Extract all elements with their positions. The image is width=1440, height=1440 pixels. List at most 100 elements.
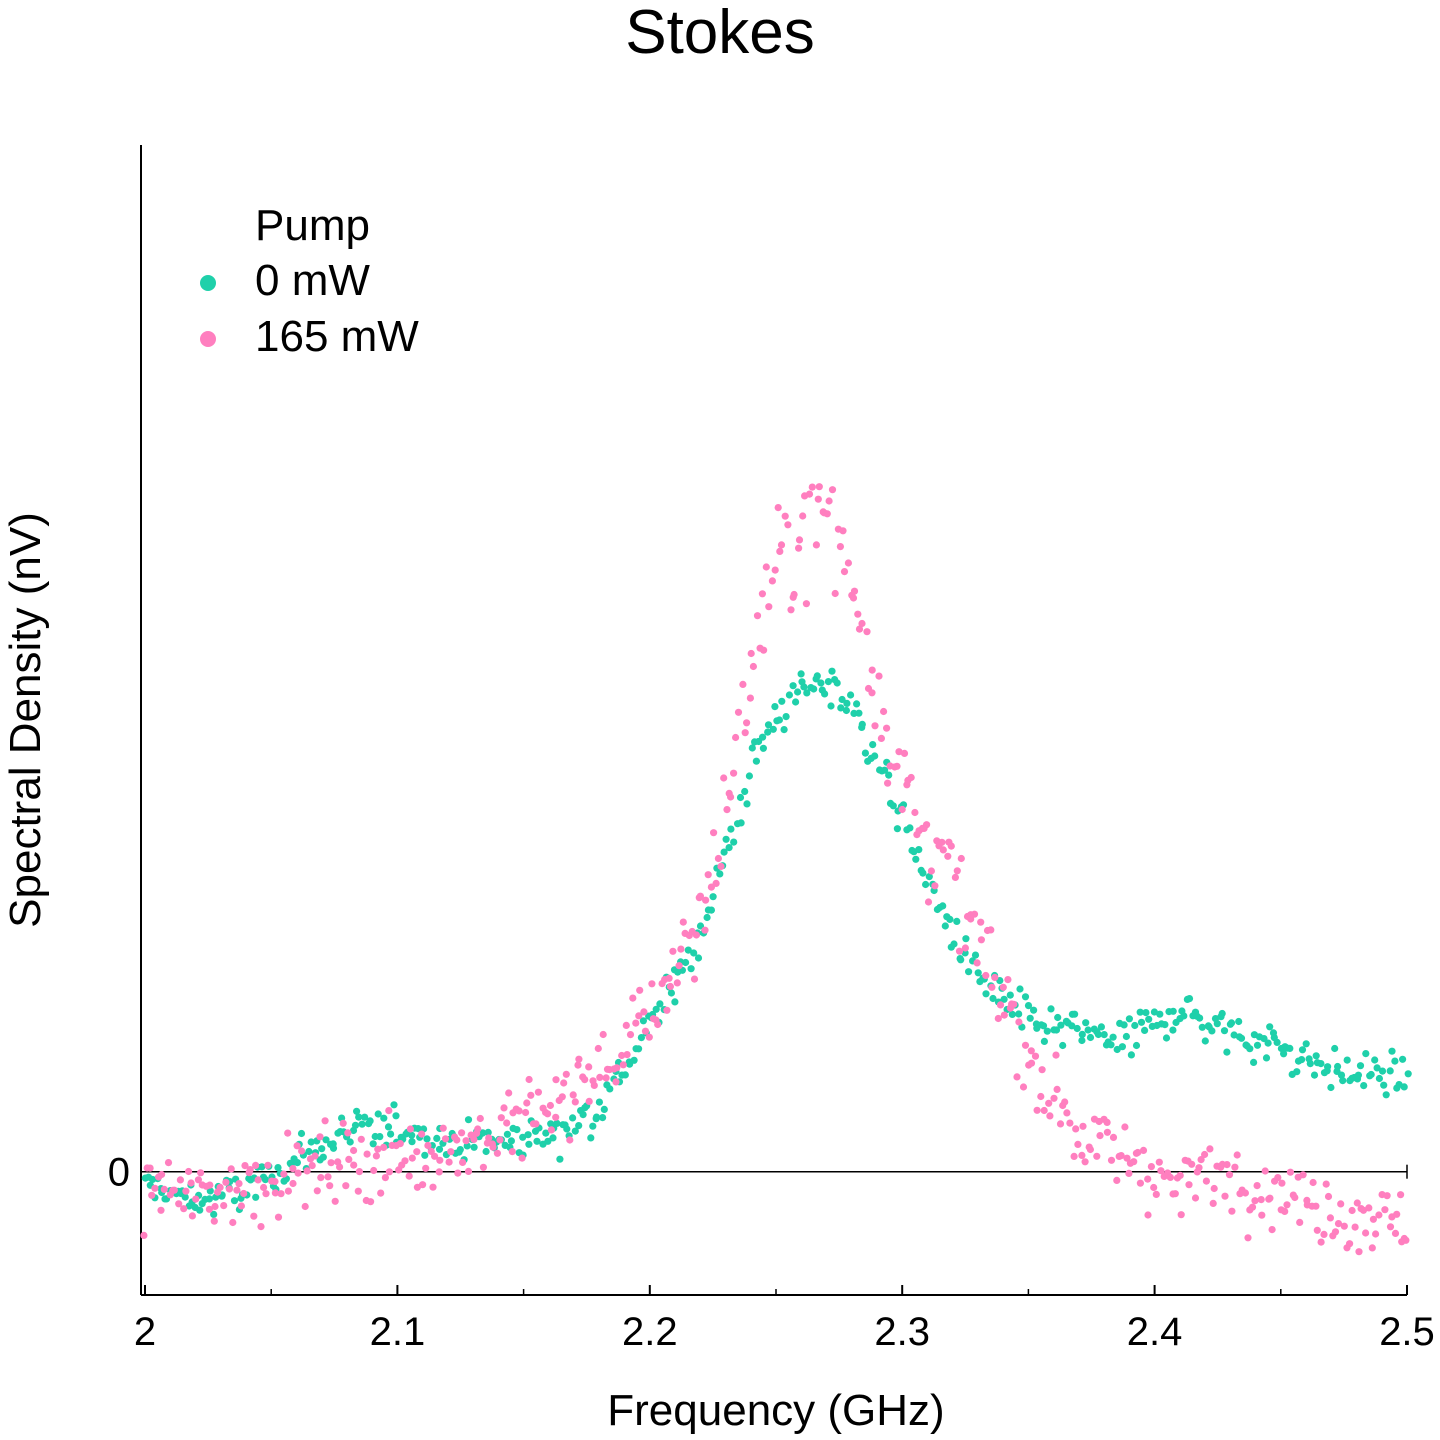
data-point xyxy=(374,1110,382,1118)
data-point xyxy=(405,1172,413,1180)
data-point xyxy=(1299,1171,1307,1179)
data-point xyxy=(1206,1145,1214,1153)
data-point xyxy=(741,787,749,796)
data-point xyxy=(544,1137,552,1145)
data-point xyxy=(1296,1218,1304,1226)
data-point xyxy=(1312,1202,1320,1210)
legend-marker-165mw xyxy=(200,331,216,347)
data-point xyxy=(1351,1223,1359,1231)
data-point xyxy=(470,1143,478,1151)
data-point xyxy=(301,1202,309,1211)
data-point xyxy=(974,969,982,977)
data-point xyxy=(1073,1024,1081,1033)
data-point xyxy=(759,744,768,752)
data-point xyxy=(1132,1041,1141,1050)
data-point xyxy=(991,973,999,982)
data-point xyxy=(1397,1191,1405,1199)
data-point xyxy=(915,846,923,854)
data-point xyxy=(1121,1123,1129,1131)
x-tick-label: 2.5 xyxy=(1379,1310,1435,1354)
data-point xyxy=(271,1177,279,1186)
data-point xyxy=(366,1117,374,1125)
data-point xyxy=(331,1197,339,1205)
data-point xyxy=(246,1166,254,1174)
data-point xyxy=(1033,1106,1041,1114)
data-point xyxy=(158,1170,166,1179)
data-point xyxy=(792,698,800,706)
data-point xyxy=(613,1064,621,1072)
data-point xyxy=(1057,1021,1065,1029)
data-point xyxy=(953,867,961,875)
data-point xyxy=(327,1159,335,1167)
data-point xyxy=(235,1180,243,1188)
data-point xyxy=(694,954,703,962)
data-point xyxy=(734,708,743,716)
data-point xyxy=(1152,1190,1160,1198)
data-point xyxy=(1291,1193,1299,1202)
data-point xyxy=(298,1147,306,1155)
data-point xyxy=(408,1154,416,1162)
data-point xyxy=(346,1138,354,1146)
data-point xyxy=(297,1129,306,1138)
data-point xyxy=(746,694,755,702)
data-point xyxy=(1050,1094,1058,1102)
data-point xyxy=(1004,976,1012,984)
data-point xyxy=(938,838,946,846)
data-point xyxy=(339,1119,347,1127)
data-point xyxy=(863,628,871,636)
legend-title: Pump xyxy=(255,201,370,250)
data-point xyxy=(629,994,637,1002)
data-point xyxy=(188,1212,196,1220)
data-point xyxy=(518,1154,526,1162)
data-point xyxy=(1019,1083,1028,1091)
data-point xyxy=(732,733,740,742)
data-point xyxy=(435,1168,443,1176)
data-point xyxy=(1195,1164,1203,1172)
data-point xyxy=(955,947,964,955)
data-point xyxy=(592,1113,601,1121)
data-point xyxy=(906,824,914,832)
data-point xyxy=(696,922,705,930)
data-point xyxy=(622,1021,630,1029)
data-point xyxy=(771,703,779,711)
data-point xyxy=(1218,1009,1226,1018)
data-point xyxy=(1086,1145,1094,1154)
data-point xyxy=(562,1070,570,1078)
data-point xyxy=(1283,1201,1291,1209)
data-point xyxy=(977,918,985,926)
data-point xyxy=(1103,1128,1111,1136)
series-165mw xyxy=(140,483,1410,1256)
data-point xyxy=(1353,1199,1361,1207)
data-point xyxy=(1202,1177,1210,1185)
data-point xyxy=(429,1183,437,1191)
data-point xyxy=(701,926,709,934)
data-point xyxy=(808,483,816,491)
data-point xyxy=(493,1149,501,1157)
data-point xyxy=(357,1135,365,1143)
data-point xyxy=(702,896,710,904)
data-point xyxy=(787,606,795,614)
data-point xyxy=(885,771,893,779)
data-point xyxy=(458,1129,466,1137)
data-point xyxy=(774,504,782,512)
data-point xyxy=(485,1134,493,1142)
data-point xyxy=(240,1189,248,1198)
data-point xyxy=(823,510,831,518)
data-point xyxy=(1156,1010,1164,1018)
data-point xyxy=(505,1089,513,1097)
data-point xyxy=(456,1146,464,1154)
data-point xyxy=(723,806,731,814)
data-point xyxy=(717,862,725,871)
data-point xyxy=(1250,1058,1258,1066)
data-point xyxy=(789,682,797,690)
data-point xyxy=(445,1158,453,1166)
data-point xyxy=(406,1125,414,1133)
data-point xyxy=(284,1129,292,1137)
data-point xyxy=(396,1140,404,1148)
y-axis-label: Spectral Density (nV) xyxy=(1,512,50,928)
data-point xyxy=(663,1006,671,1014)
data-point xyxy=(743,719,751,727)
data-point xyxy=(1127,1051,1135,1059)
data-point xyxy=(1375,1074,1383,1083)
